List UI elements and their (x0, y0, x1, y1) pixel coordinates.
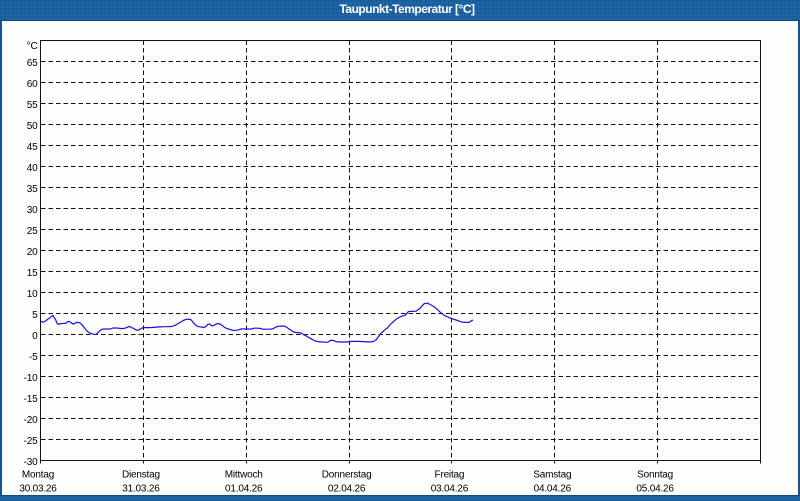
svg-text:Mittwoch: Mittwoch (225, 470, 263, 481)
svg-text:5: 5 (32, 310, 38, 321)
svg-text:-10: -10 (24, 373, 38, 384)
svg-text:-30: -30 (24, 457, 38, 468)
svg-text:-20: -20 (24, 415, 38, 426)
svg-text:10: 10 (27, 289, 38, 300)
svg-text:15: 15 (27, 268, 38, 279)
svg-text:30: 30 (27, 205, 38, 216)
svg-text:65: 65 (27, 58, 38, 69)
svg-text:01.04.26: 01.04.26 (225, 484, 263, 495)
svg-text:-15: -15 (24, 394, 38, 405)
svg-text:35: 35 (27, 184, 38, 195)
svg-text:°C: °C (27, 41, 38, 52)
svg-text:40: 40 (27, 163, 38, 174)
svg-text:55: 55 (27, 100, 38, 111)
svg-text:25: 25 (27, 226, 38, 237)
svg-text:Sonntag: Sonntag (637, 470, 673, 481)
svg-text:45: 45 (27, 142, 38, 153)
svg-text:Dienstag: Dienstag (122, 470, 160, 481)
svg-text:-5: -5 (29, 352, 38, 363)
svg-text:30.03.26: 30.03.26 (19, 484, 57, 495)
svg-text:50: 50 (27, 121, 38, 132)
svg-text:-25: -25 (24, 436, 38, 447)
svg-text:03.04.26: 03.04.26 (431, 484, 469, 495)
svg-text:Montag: Montag (22, 470, 54, 481)
svg-text:05.04.26: 05.04.26 (636, 484, 674, 495)
svg-text:31.03.26: 31.03.26 (122, 484, 160, 495)
svg-text:Samstag: Samstag (533, 470, 571, 481)
svg-text:20: 20 (27, 247, 38, 258)
svg-text:Freitag: Freitag (435, 470, 465, 481)
svg-text:04.04.26: 04.04.26 (534, 484, 572, 495)
svg-text:60: 60 (27, 79, 38, 90)
svg-text:Donnerstag: Donnerstag (322, 470, 372, 481)
svg-text:0: 0 (32, 331, 38, 342)
svg-text:02.04.26: 02.04.26 (328, 484, 366, 495)
